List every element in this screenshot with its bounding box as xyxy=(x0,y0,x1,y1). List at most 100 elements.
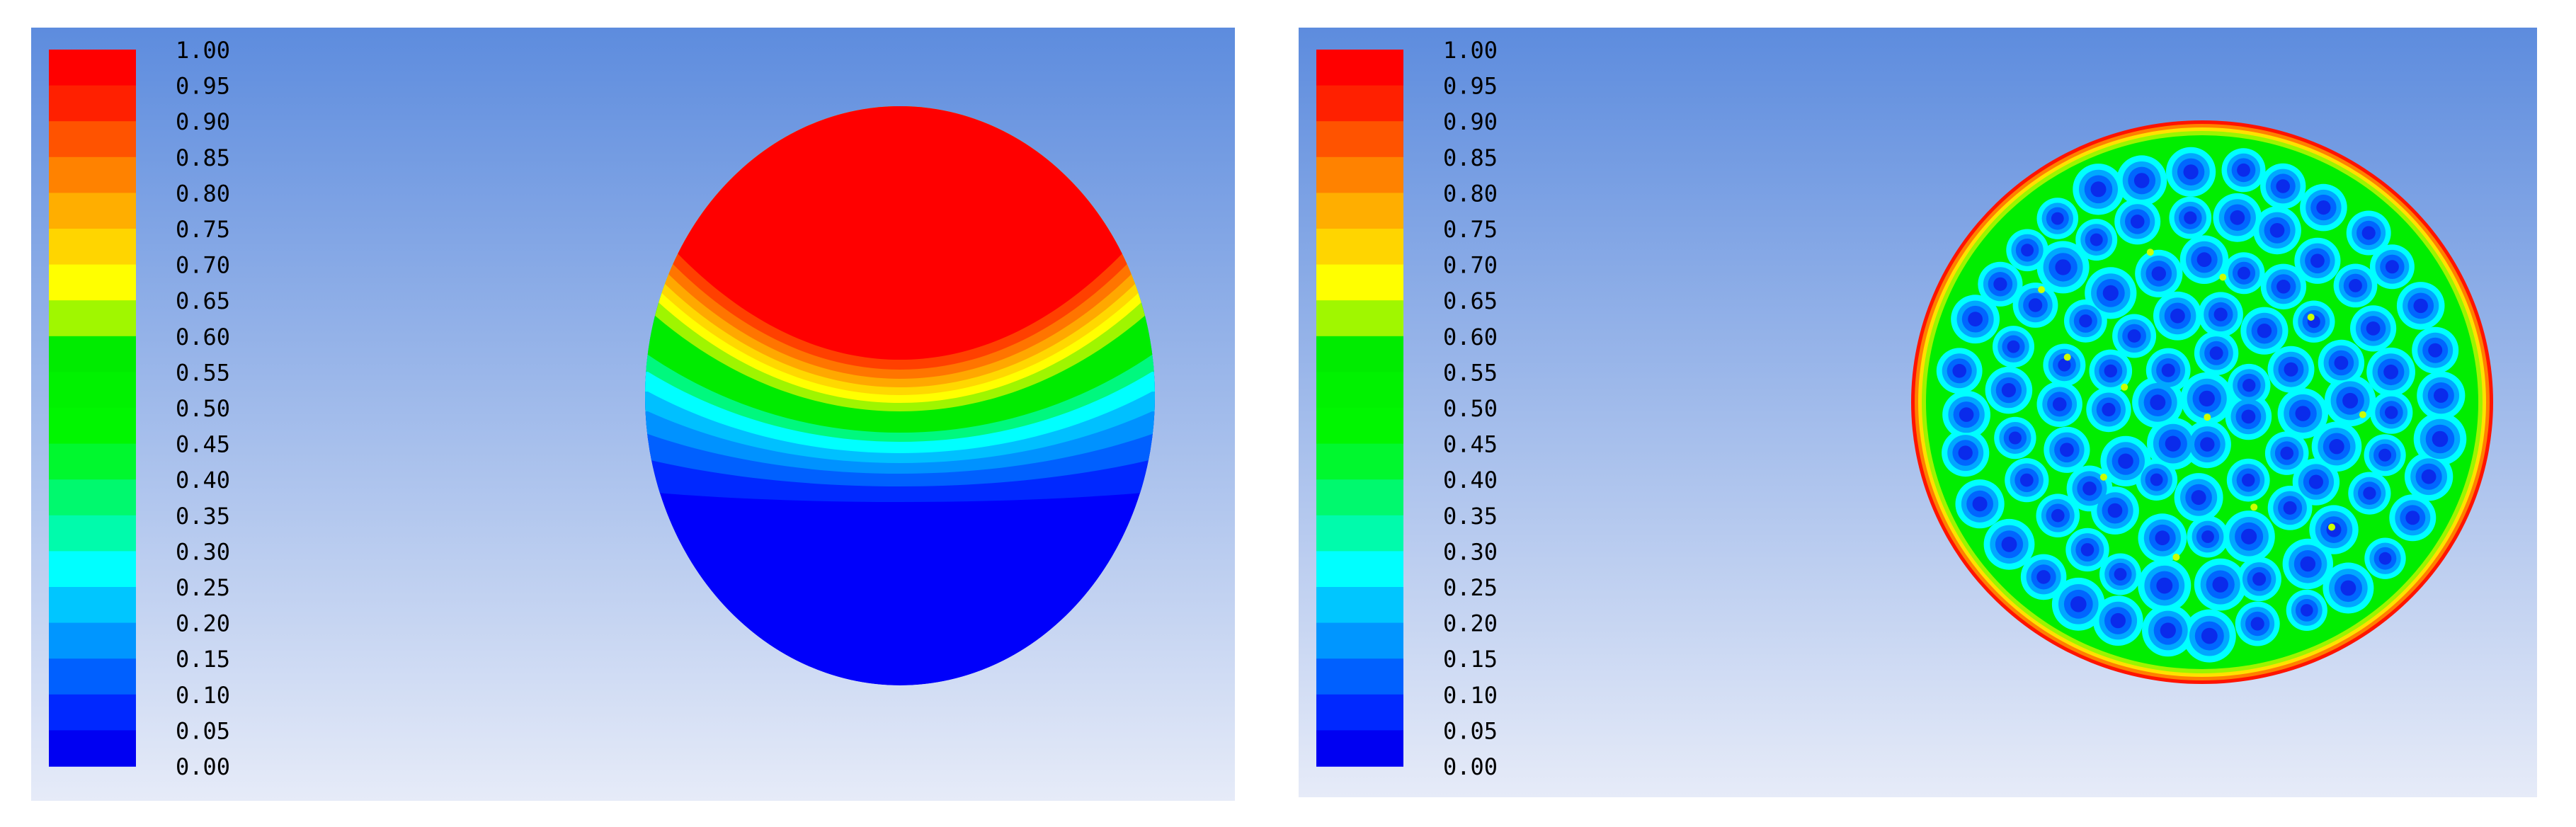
field-speck xyxy=(2038,286,2046,294)
colorbar-band xyxy=(1316,336,1403,373)
tube-dot-layer xyxy=(1993,277,2007,291)
colorbar-tick-label: 1.00 xyxy=(1443,37,1498,64)
colorbar-band xyxy=(49,336,136,373)
tube-dot-layer xyxy=(2310,253,2325,268)
field-speck xyxy=(2250,503,2258,511)
colorbar-band xyxy=(1316,50,1403,86)
field-speck xyxy=(2146,249,2154,256)
tube-dot-layer xyxy=(2378,448,2392,462)
colorbar-tick-label: 0.40 xyxy=(1443,467,1498,494)
tube-dot-layer xyxy=(2434,388,2449,403)
tube-dot-layer xyxy=(2107,503,2123,518)
colorbar-band xyxy=(1316,658,1403,695)
colorbar-tick-label: 0.50 xyxy=(1443,395,1498,422)
colorbar-tick-label: 0.50 xyxy=(176,395,230,422)
colorbar-band xyxy=(1316,587,1403,624)
tube-dot-layer xyxy=(2028,298,2043,312)
field-speck xyxy=(2219,273,2227,281)
colorbar: 1.00 0.95 0.90 0.85 0.80 0.75 0.70 0.65 0.60 0.55… xyxy=(49,37,230,780)
colorbar-tick-label: 0.75 xyxy=(1443,216,1498,243)
tube-dot-layer xyxy=(2342,392,2359,409)
tube-dot-layer xyxy=(2385,260,2399,274)
tube-dot-layer xyxy=(2151,266,2166,281)
tube-dot-layer xyxy=(1972,496,1988,512)
colorbar-band xyxy=(1316,85,1403,122)
tube-dot-layer xyxy=(2363,486,2376,500)
tube-dot-layer xyxy=(2118,453,2133,469)
tube-dot-layer xyxy=(2104,364,2117,378)
tube-dot-layer xyxy=(2383,364,2398,380)
colorbar-band xyxy=(49,694,136,731)
tube-dot-layer xyxy=(2366,321,2381,336)
tube-dot-layer xyxy=(2316,200,2331,215)
colorbar-tick-label: 0.85 xyxy=(1443,144,1498,171)
tube-dot-layer xyxy=(2130,215,2145,229)
tube-dot-layer xyxy=(2329,439,2344,455)
tube-dot-layer xyxy=(2082,481,2097,496)
field-speck xyxy=(2204,414,2211,421)
colorbar-band xyxy=(49,229,136,266)
colorbar-tick-label: 0.65 xyxy=(176,287,230,314)
tube-dot-layer xyxy=(2036,570,2051,584)
tube-dot-layer xyxy=(2102,285,2119,301)
tube-dot-layer xyxy=(2349,279,2362,292)
tube-dot-layer xyxy=(2242,379,2256,392)
colorbar-tick-label: 0.55 xyxy=(176,359,230,386)
colorbar-tick-label: 0.45 xyxy=(176,431,230,458)
tube-dot-layer xyxy=(1959,407,1974,422)
colorbar-tick-label: 0.90 xyxy=(1443,108,1498,135)
colorbar-band xyxy=(49,443,136,480)
colorbar-band xyxy=(1316,372,1403,409)
tube-dot-layer xyxy=(2019,473,2034,487)
tube-dot-layer xyxy=(2280,446,2293,460)
tube-dot-layer xyxy=(2432,430,2449,447)
colorbar-band xyxy=(49,479,136,516)
tube-dot-layer xyxy=(2155,530,2170,546)
colorbar-tick-label: 0.80 xyxy=(1443,180,1498,207)
tube-dot-layer xyxy=(2160,622,2176,639)
tube-dot-layer xyxy=(2007,340,2020,353)
colorbar-band xyxy=(1316,443,1403,480)
tube-dot-layer xyxy=(2212,576,2228,593)
tube-dot-layer xyxy=(2196,252,2212,268)
contour-field-bundle xyxy=(1911,120,2493,684)
colorbar-band xyxy=(1316,121,1403,158)
tube-dot-layer xyxy=(2055,259,2071,275)
field-speck xyxy=(2359,411,2366,418)
tube-dot-layer xyxy=(2102,402,2116,417)
colorbar-tick-label: 0.15 xyxy=(176,646,230,673)
tube-dot-layer xyxy=(2241,528,2257,544)
tube-dot-layer xyxy=(2110,612,2126,629)
colorbar-band xyxy=(49,730,136,767)
colorbar-band xyxy=(49,622,136,659)
colorbar-band xyxy=(1316,515,1403,552)
tube-dot-layer xyxy=(2165,435,2181,452)
tube-dot-layer xyxy=(2361,226,2376,240)
colorbar-band xyxy=(1316,156,1403,194)
tube-dot-layer xyxy=(2051,508,2065,523)
field-speck xyxy=(2307,314,2315,321)
tube-dot-layer xyxy=(2191,490,2206,506)
tube-dot-layer xyxy=(2201,530,2214,543)
tube-dot-layer xyxy=(2184,211,2197,224)
tube-dot-layer xyxy=(2378,552,2392,565)
tube-dot-layer xyxy=(2001,536,2017,552)
tube-dot-layer xyxy=(2001,383,2016,398)
tube-dot-layer xyxy=(2209,346,2223,360)
tube-dot-layer xyxy=(2058,358,2071,372)
tube-dot-layer xyxy=(2405,511,2420,525)
tube-dot-layer xyxy=(2183,164,2199,180)
colorbar-tick-label: 0.25 xyxy=(176,574,230,601)
colorbar-band xyxy=(49,658,136,695)
colorbar-tick-label: 0.75 xyxy=(176,216,230,243)
field-speck xyxy=(2121,383,2128,391)
tube-dot-layer xyxy=(2428,343,2443,358)
colorbar-tick-label: 0.30 xyxy=(176,538,230,565)
colorbar-tick-label: 0.85 xyxy=(176,144,230,171)
colorbar-tick-label: 0.70 xyxy=(1443,252,1498,279)
colorbar-tick-label: 0.30 xyxy=(1443,538,1498,565)
tube-dot-layer xyxy=(2252,572,2267,586)
contour-svg: 1.00 0.95 0.90 0.85 0.80 0.75 0.70 0.65 0.60 0.55… xyxy=(1316,37,2493,780)
colorbar-band xyxy=(1316,300,1403,337)
